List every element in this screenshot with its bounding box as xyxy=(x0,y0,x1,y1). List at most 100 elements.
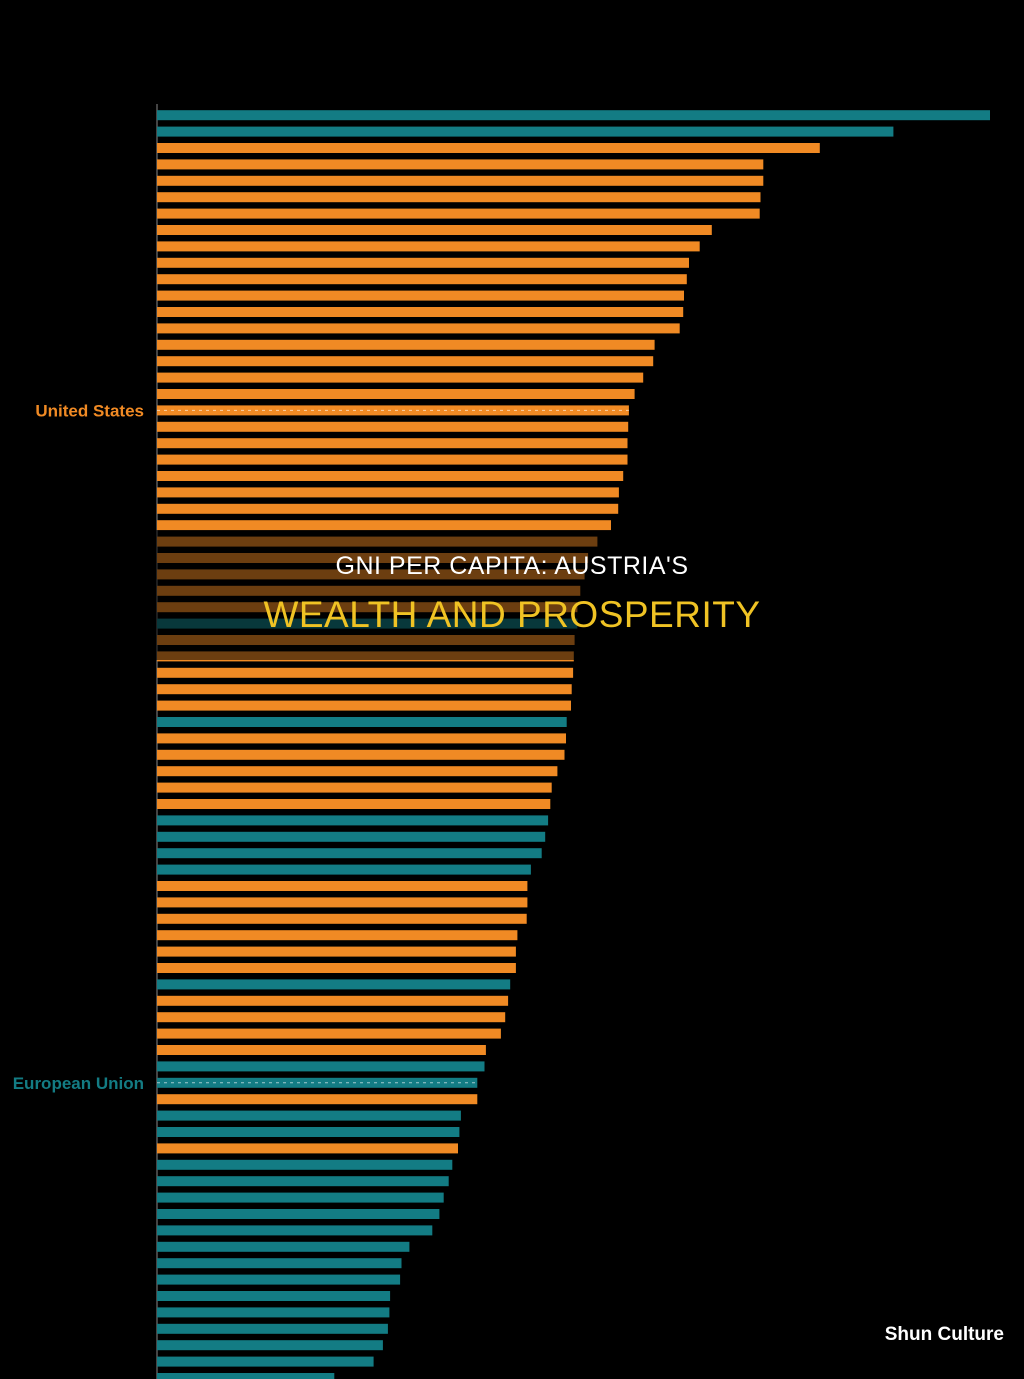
category-label: California xyxy=(66,237,145,256)
bar xyxy=(157,257,689,268)
category-label: Greece xyxy=(86,1353,144,1372)
category-label: Massachusetts xyxy=(22,155,144,174)
category-label: New York xyxy=(68,139,144,158)
bar xyxy=(157,1274,401,1285)
category-label: Czechia xyxy=(80,1156,145,1175)
bar xyxy=(157,159,764,170)
bar xyxy=(157,930,518,941)
category-label: Virginia xyxy=(82,434,145,453)
category-label: North Carolina xyxy=(26,697,145,716)
bar xyxy=(157,848,542,859)
x-tick-label: 100,000 xyxy=(874,49,890,100)
bar xyxy=(157,1143,458,1154)
bar xyxy=(157,946,516,957)
bar xyxy=(157,1323,388,1334)
category-label: New Hampshire xyxy=(16,451,144,470)
category-label: Oklahoma xyxy=(62,795,145,814)
category-label: North Dakota xyxy=(37,205,144,224)
bar xyxy=(157,290,684,301)
bar xyxy=(157,733,566,744)
bar xyxy=(157,1028,501,1039)
category-label: Florida xyxy=(87,893,144,912)
bar xyxy=(157,1192,444,1203)
bar xyxy=(157,487,619,498)
bar xyxy=(157,307,684,317)
category-label: Connecticut xyxy=(46,172,145,191)
x-tick-label: 0 xyxy=(159,92,175,100)
category-label: Bulgaria xyxy=(76,1369,145,1379)
bar xyxy=(157,143,820,153)
category-label: Nevada xyxy=(84,729,145,748)
category-label: Pennsylvania xyxy=(35,467,144,486)
headline-line1: GNI PER CAPITA: AUSTRIA'S xyxy=(335,552,689,580)
bar xyxy=(157,126,894,137)
category-label: Alaska xyxy=(89,188,144,207)
bar xyxy=(157,405,629,416)
headline-band xyxy=(0,530,1024,660)
category-label: New Jersey xyxy=(50,287,144,306)
category-label: Sweden xyxy=(80,828,144,847)
category-label: Iowa xyxy=(106,418,144,437)
category-label: European Union xyxy=(13,1074,144,1093)
bar xyxy=(157,995,509,1006)
bar xyxy=(157,1291,391,1301)
category-label: Romania xyxy=(72,1336,144,1355)
bar xyxy=(157,110,990,121)
bar xyxy=(157,1127,460,1137)
bar xyxy=(157,766,558,777)
bar xyxy=(157,503,619,514)
category-label: Tennessee xyxy=(57,746,144,765)
category-label: Slovak Republic xyxy=(13,1303,144,1322)
category-label: Kentucky xyxy=(67,926,144,945)
category-label: Montana xyxy=(74,910,144,929)
headline-line2: WEALTH AND PROSPERITY xyxy=(263,594,761,635)
bar xyxy=(157,881,528,891)
category-label: Mississippi xyxy=(52,1139,144,1158)
category-label: Cyprus xyxy=(85,1123,144,1142)
bar xyxy=(157,963,516,973)
bar xyxy=(157,749,565,760)
x-tick-label: 120,000 xyxy=(1017,49,1024,100)
bar xyxy=(157,1045,486,1055)
bar xyxy=(157,454,628,465)
bar xyxy=(157,831,546,842)
bar xyxy=(157,1110,461,1121)
bar xyxy=(157,1258,402,1269)
bar xyxy=(157,1241,410,1252)
category-label: Italy xyxy=(110,1107,145,1126)
bar xyxy=(157,700,571,711)
category-label: Missouri xyxy=(74,762,144,781)
category-label: Indiana xyxy=(84,680,144,699)
bar xyxy=(157,1225,433,1236)
bar xyxy=(157,1061,485,1072)
category-label: Colorado xyxy=(69,385,144,404)
bar xyxy=(157,684,572,695)
bar xyxy=(157,175,764,186)
bar xyxy=(157,1094,478,1105)
category-label: United States xyxy=(35,401,144,420)
bar xyxy=(157,471,624,481)
category-label: South Carolina xyxy=(23,1025,144,1044)
category-label: Netherlands xyxy=(46,713,144,732)
category-label: Latvia xyxy=(95,1287,145,1306)
bar xyxy=(157,799,551,809)
bar xyxy=(157,782,552,793)
category-label: Idaho xyxy=(99,1090,144,1109)
category-label: Belgium xyxy=(77,861,144,880)
bar xyxy=(157,717,567,727)
bar xyxy=(157,323,680,334)
category-label: Portugal xyxy=(75,1254,144,1273)
category-label: Arkansas xyxy=(67,1041,144,1060)
bar xyxy=(157,421,629,432)
category-label: Austria xyxy=(85,811,144,830)
bar xyxy=(157,1077,478,1088)
category-label: Estonia xyxy=(83,1205,145,1224)
bar xyxy=(157,192,761,203)
bar xyxy=(157,815,549,826)
x-tick-label: 60,000 xyxy=(588,57,604,100)
category-label: West Virginia xyxy=(37,1008,145,1027)
category-label: Croatia xyxy=(85,1320,144,1339)
category-label: Texas xyxy=(97,483,144,502)
